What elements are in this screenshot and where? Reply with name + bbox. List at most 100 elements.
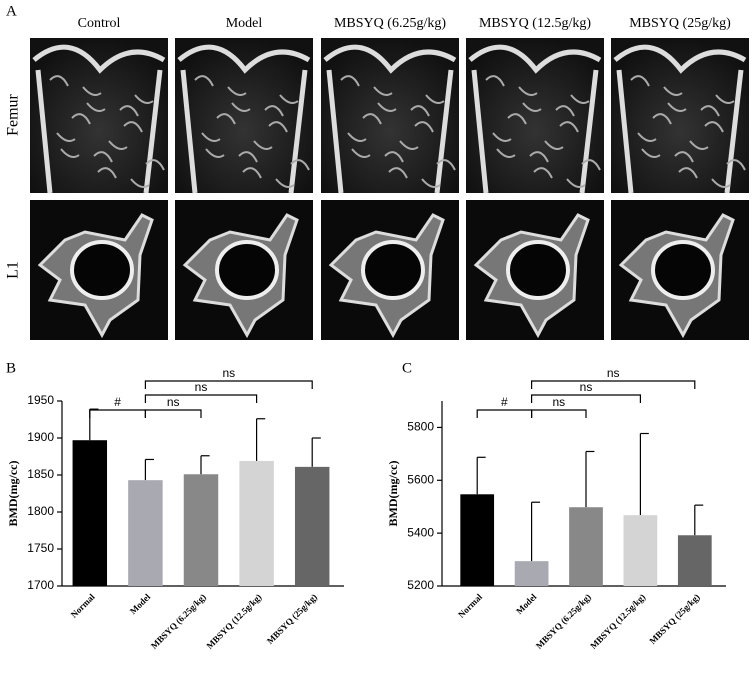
- bar: [239, 460, 274, 586]
- bar: [569, 507, 603, 586]
- canal: [70, 240, 134, 300]
- column-label: MBSYQ (6.25g/kg): [334, 16, 446, 31]
- significance-label: ns: [222, 366, 235, 380]
- significance-label: ns: [607, 366, 620, 380]
- x-tick-label: MBSYQ (25g/kg): [265, 592, 319, 646]
- x-tick-label: Model: [128, 591, 153, 616]
- bar: [677, 535, 712, 586]
- significance-bracket: [144, 394, 258, 403]
- column-label: Model: [226, 16, 263, 31]
- row-label: Femur: [5, 93, 22, 135]
- x-tick-label: MBSYQ (6.25g/kg): [534, 592, 593, 651]
- trabecula: [60, 148, 80, 158]
- trabecula: [492, 132, 512, 142]
- y-axis-label: BMD(mg/cc): [386, 461, 400, 527]
- significance-bracket: [89, 409, 146, 418]
- trabecula: [145, 159, 165, 171]
- trabecula: [652, 113, 672, 125]
- trabecula: [674, 151, 694, 163]
- significance-bracket: [531, 409, 587, 418]
- trabecula: [414, 121, 434, 133]
- trabecula: [347, 132, 367, 142]
- trabecula: [663, 86, 683, 96]
- trabecula: [388, 167, 408, 179]
- bar: [460, 494, 495, 586]
- femur-image: [321, 38, 459, 193]
- significance-label: ns: [552, 395, 565, 409]
- femur-image: [611, 38, 749, 193]
- trabecula: [227, 86, 247, 96]
- panel-label: C: [402, 360, 412, 376]
- trabecula: [641, 148, 661, 158]
- trabecula: [507, 113, 527, 125]
- canal: [651, 240, 715, 300]
- trabecula: [496, 148, 516, 158]
- trabecula: [373, 86, 393, 96]
- x-tick-label: MBSYQ (12.5g/kg): [204, 592, 263, 651]
- trabecula: [194, 75, 214, 87]
- trabecula: [130, 178, 150, 188]
- trabecula: [667, 102, 687, 112]
- trabecula: [238, 151, 258, 163]
- trabecula: [253, 140, 273, 150]
- column-label: MBSYQ (25g/kg): [629, 16, 731, 31]
- x-tick-label: MBSYQ (6.25g/kg): [149, 592, 208, 651]
- panel-label: B: [6, 360, 16, 376]
- canal: [361, 240, 425, 300]
- trabecula: [201, 132, 221, 142]
- panel-label: A: [6, 3, 17, 19]
- trabecula: [242, 167, 262, 179]
- trabecula: [362, 113, 382, 125]
- trabecula: [71, 113, 91, 125]
- trabecula: [351, 148, 371, 158]
- x-tick-label: Normal: [456, 591, 484, 619]
- y-tick-label: 1750: [27, 541, 54, 555]
- trabecula: [340, 75, 360, 87]
- femur-cortex: [468, 44, 602, 194]
- bar: [294, 466, 330, 586]
- trabecula: [711, 178, 731, 188]
- y-tick-label: 1900: [27, 430, 54, 444]
- trabecula: [715, 94, 735, 104]
- trabecula: [134, 94, 154, 104]
- trabecula: [49, 75, 69, 87]
- significance-bracket: [476, 409, 533, 418]
- femur-image: [30, 38, 168, 193]
- y-tick-label: 1700: [27, 578, 54, 592]
- trabecula: [82, 86, 102, 96]
- trabecula: [384, 151, 404, 163]
- trabecula: [726, 159, 746, 171]
- x-tick-label: Normal: [69, 591, 97, 619]
- trabecula: [421, 178, 441, 188]
- trabecula: [630, 75, 650, 87]
- column-label: MBSYQ (12.5g/kg): [479, 16, 591, 31]
- x-tick-label: MBSYQ (12.5g/kg): [588, 592, 647, 651]
- bar: [183, 474, 219, 586]
- trabecula: [86, 102, 106, 112]
- row-label: L1: [5, 261, 22, 279]
- trabecula: [425, 94, 445, 104]
- trabecula: [689, 140, 709, 150]
- trabecula: [279, 94, 299, 104]
- trabecula: [529, 151, 549, 163]
- trabecula: [704, 121, 724, 133]
- significance-bracket: [144, 409, 202, 418]
- femur-cortex: [177, 44, 311, 194]
- trabecula: [555, 105, 575, 117]
- y-tick-label: 1800: [27, 504, 54, 518]
- trabecula: [559, 121, 579, 133]
- trabecula: [410, 105, 430, 117]
- femur-cortex: [32, 44, 166, 194]
- trabecula: [231, 102, 251, 112]
- trabecula: [637, 132, 657, 142]
- trabecula: [123, 121, 143, 133]
- femur-cortex: [323, 44, 457, 194]
- x-tick-label: MBSYQ (25g/kg): [647, 592, 701, 646]
- femur-image: [175, 38, 313, 193]
- canal: [506, 240, 570, 300]
- trabecula: [533, 167, 553, 179]
- trabecula: [290, 159, 310, 171]
- trabecula: [566, 178, 586, 188]
- y-tick-label: 5200: [407, 578, 434, 592]
